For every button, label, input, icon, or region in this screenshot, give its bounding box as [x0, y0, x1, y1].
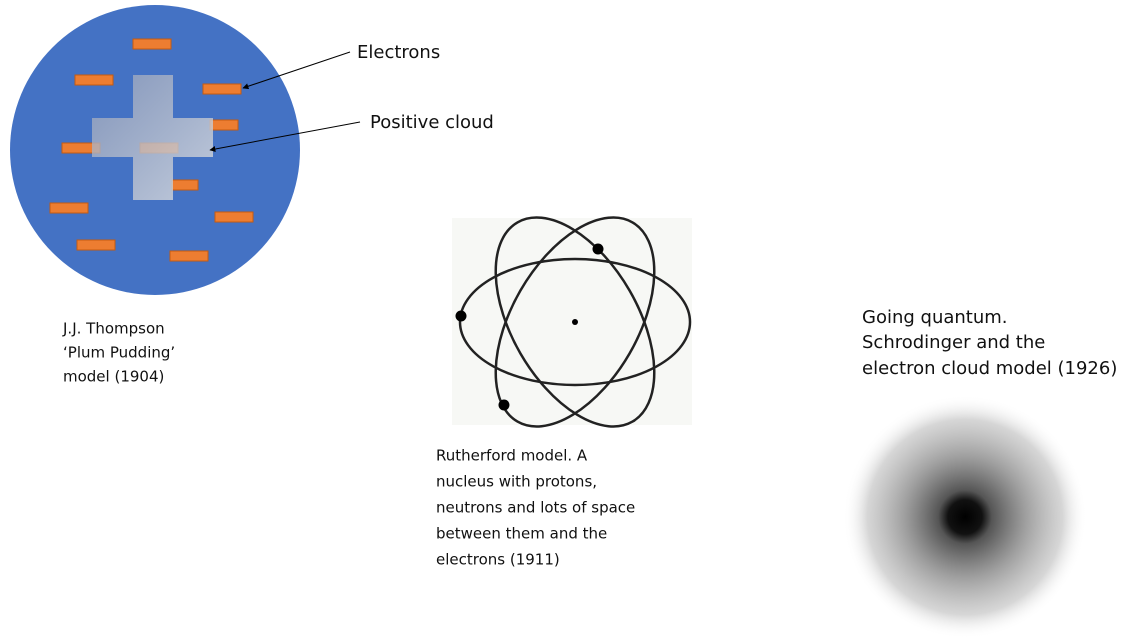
caption: electrons (1911)	[436, 551, 560, 569]
caption: between them and the	[436, 525, 607, 543]
diagram: Electrons Positive cloud J.J. Thompson ‘…	[0, 0, 1142, 641]
caption: ‘Plum Pudding’	[63, 344, 175, 362]
label: Positive cloud	[370, 112, 494, 133]
electron-cloud	[843, 395, 1087, 639]
caption: model (1904)	[63, 368, 164, 386]
caption: Schrodinger and the	[862, 332, 1045, 353]
caption: Going quantum.	[862, 307, 1008, 328]
image-bg	[452, 218, 692, 425]
page: Electrons Positive cloud J.J. Thompson ‘…	[0, 0, 1142, 641]
electron	[499, 400, 510, 411]
caption: J.J. Thompson	[62, 320, 165, 338]
label: Electrons	[357, 42, 440, 63]
caption: nucleus with protons,	[436, 473, 597, 491]
caption: neutrons and lots of space	[436, 499, 635, 517]
caption: electron cloud model (1926)	[862, 358, 1117, 379]
nucleus	[572, 319, 578, 325]
electron	[593, 244, 604, 255]
caption: Rutherford model. A	[436, 447, 588, 465]
electron	[456, 311, 467, 322]
